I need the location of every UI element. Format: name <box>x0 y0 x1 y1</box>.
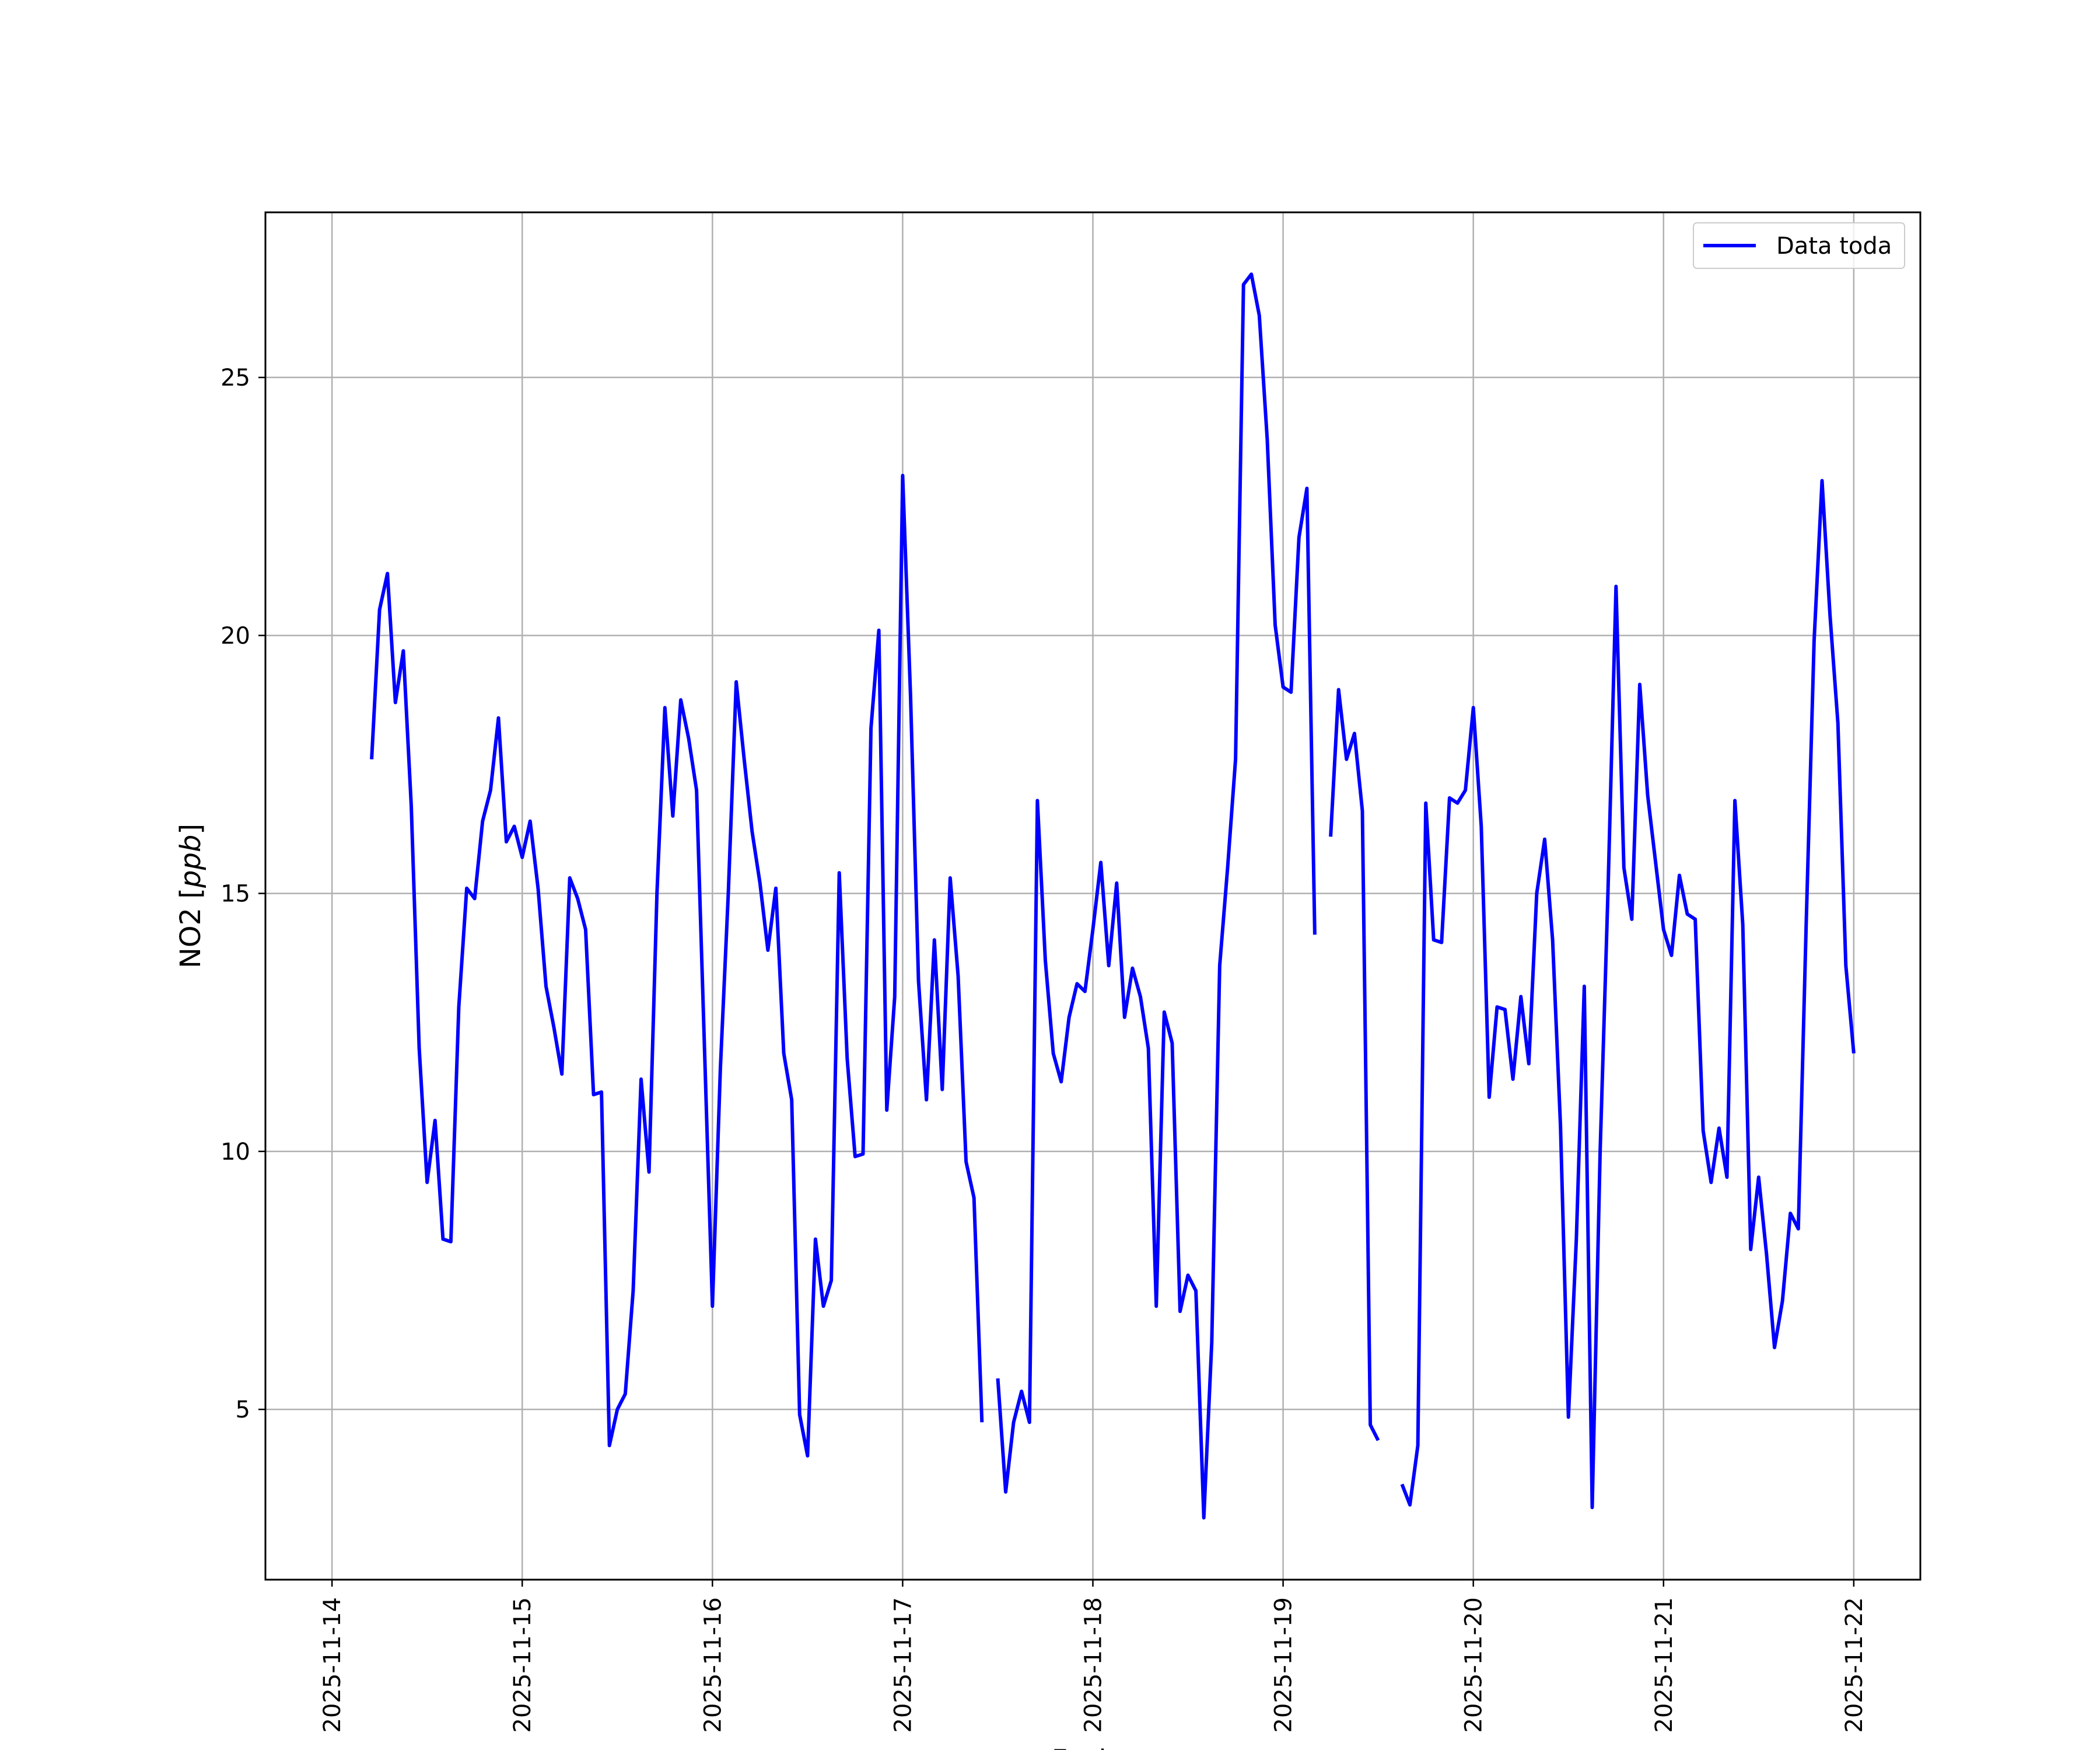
y-axis-label-unit: ppb <box>174 835 207 888</box>
y-axis: 5 10 15 20 25 <box>220 365 265 1423</box>
legend-label: Data toda <box>1776 233 1892 260</box>
y-axis-label-text: NO2 [ <box>174 888 207 968</box>
series-line <box>996 272 1317 1520</box>
x-tick-label: 2025-11-19 <box>1270 1597 1297 1732</box>
x-tick-label: 2025-11-20 <box>1461 1597 1488 1732</box>
series-line <box>370 474 984 1458</box>
x-axis-label: Fecha <box>1052 1744 1134 1750</box>
legend: Data toda <box>1693 222 1905 269</box>
x-axis: 2025-11-14 2025-11-15 2025-11-16 2025-11-17… <box>319 1580 1868 1732</box>
series-layer <box>370 272 1856 1520</box>
y-tick-label: 20 <box>220 622 250 649</box>
x-tick-label: 2025-11-21 <box>1651 1597 1678 1732</box>
x-tick-label: 2025-11-15 <box>509 1597 536 1732</box>
x-tick-label: 2025-11-17 <box>890 1597 916 1732</box>
series-line <box>1329 688 1380 1441</box>
y-axis-label-close: ] <box>174 824 207 835</box>
y-tick-label: 10 <box>220 1139 250 1166</box>
x-tick-label: 2025-11-14 <box>319 1597 346 1732</box>
grid <box>265 212 1920 1580</box>
x-tick-label: 2025-11-16 <box>699 1597 726 1732</box>
series-line <box>1400 479 1856 1510</box>
x-tick-label: 2025-11-18 <box>1080 1597 1107 1732</box>
x-tick-label: 2025-11-22 <box>1841 1597 1868 1732</box>
y-tick-label: 5 <box>236 1396 250 1423</box>
y-tick-label: 25 <box>220 365 250 391</box>
y-axis-label: NO2 [ppb] <box>174 824 207 968</box>
legend-box <box>1693 222 1905 269</box>
y-tick-label: 15 <box>220 881 250 908</box>
